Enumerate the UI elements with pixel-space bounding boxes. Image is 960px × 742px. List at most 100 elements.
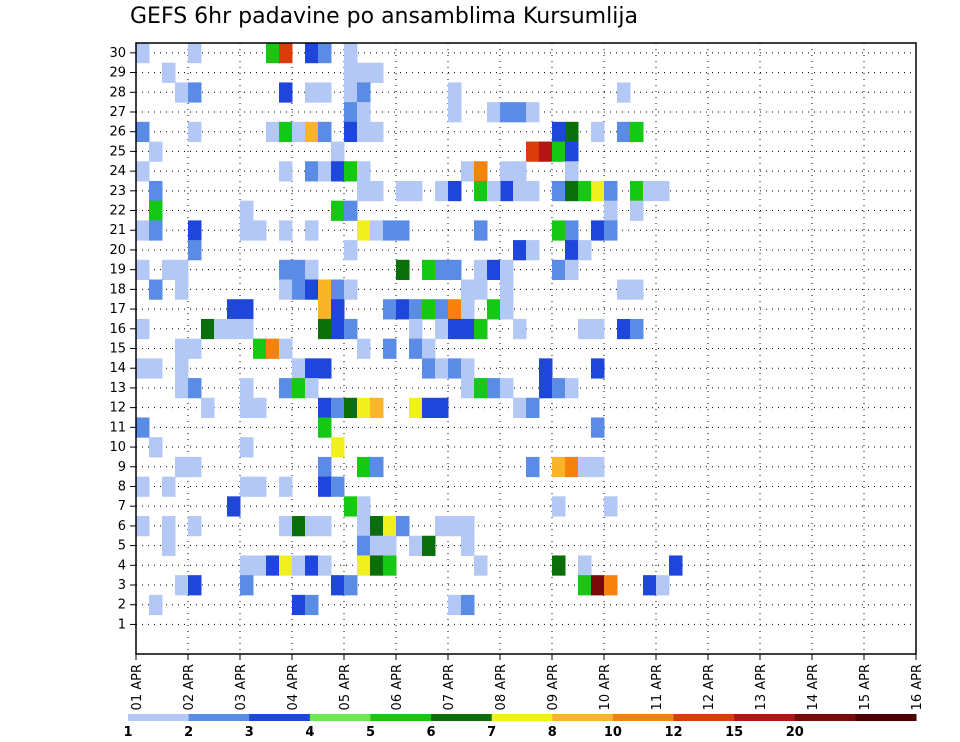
heatmap-cell bbox=[175, 456, 189, 478]
heatmap-cell bbox=[591, 121, 605, 143]
heatmap-cell bbox=[578, 575, 592, 596]
heatmap-cell bbox=[136, 161, 150, 182]
y-tick-label: 15 bbox=[109, 342, 126, 357]
heatmap-cell bbox=[279, 279, 293, 300]
heatmap-cell bbox=[344, 43, 358, 64]
heatmap-cell bbox=[162, 476, 176, 497]
heatmap-cell bbox=[227, 299, 241, 320]
y-tick-label: 26 bbox=[109, 125, 126, 140]
heatmap-cell bbox=[344, 496, 358, 517]
heatmap-cell bbox=[578, 318, 592, 340]
heatmap-cell bbox=[474, 259, 488, 281]
heatmap-cell bbox=[175, 575, 189, 596]
colorbar-segment bbox=[855, 714, 917, 721]
heatmap-cell bbox=[279, 555, 293, 576]
heatmap-cell bbox=[279, 121, 293, 143]
heatmap-cell bbox=[279, 516, 293, 537]
heatmap-cell bbox=[240, 575, 254, 596]
heatmap-cell bbox=[396, 259, 410, 281]
heatmap-cell bbox=[487, 102, 501, 123]
heatmap-cell bbox=[448, 102, 462, 123]
y-tick-label: 16 bbox=[109, 322, 126, 337]
heatmap-cell bbox=[344, 200, 358, 221]
heatmap-cell bbox=[240, 220, 254, 241]
colorbar-segment bbox=[552, 714, 614, 721]
heatmap-cell bbox=[513, 397, 527, 418]
heatmap-cell bbox=[136, 318, 150, 340]
heatmap-cell bbox=[344, 102, 358, 123]
colorbar-label: 8 bbox=[548, 725, 557, 740]
y-tick-label: 29 bbox=[109, 66, 126, 81]
heatmap-cell bbox=[435, 180, 449, 202]
heatmap-cell bbox=[513, 240, 527, 261]
heatmap-cell bbox=[565, 180, 579, 202]
heatmap-cell bbox=[266, 338, 280, 359]
heatmap-cell bbox=[552, 456, 566, 478]
heatmap-cell bbox=[565, 121, 579, 143]
heatmap-cell bbox=[331, 279, 345, 300]
heatmap-cell bbox=[253, 338, 267, 359]
heatmap-cell bbox=[318, 417, 332, 438]
heatmap-cell bbox=[474, 161, 488, 182]
heatmap-cell bbox=[487, 378, 501, 399]
heatmap-cell bbox=[435, 516, 449, 537]
heatmap-cell bbox=[422, 397, 436, 418]
heatmap-cell bbox=[149, 200, 163, 221]
y-tick-label: 9 bbox=[118, 460, 126, 475]
heatmap-cell bbox=[318, 516, 332, 537]
heatmap-cell bbox=[552, 121, 566, 143]
heatmap-cell bbox=[292, 358, 306, 379]
heatmap-cell bbox=[188, 121, 202, 143]
heatmap-cell bbox=[331, 476, 345, 497]
heatmap-cell bbox=[201, 318, 215, 340]
heatmap-cell bbox=[500, 259, 514, 281]
heatmap-cell bbox=[656, 180, 670, 202]
heatmap-cell bbox=[383, 338, 397, 359]
heatmap-cell bbox=[500, 279, 514, 300]
y-tick-label: 27 bbox=[109, 105, 126, 120]
y-tick-label: 24 bbox=[109, 164, 126, 179]
y-tick-labels: 1234567891011121314151617181920212223242… bbox=[109, 46, 126, 633]
heatmap-cell bbox=[552, 220, 566, 241]
heatmap-cell bbox=[149, 594, 163, 616]
heatmap-cell bbox=[240, 378, 254, 399]
heatmap-cell bbox=[227, 496, 241, 517]
heatmap-cell bbox=[591, 575, 605, 596]
colorbar-label: 4 bbox=[305, 725, 314, 740]
heatmap-cell bbox=[162, 62, 176, 83]
colorbar-label: 5 bbox=[366, 725, 375, 740]
heatmap-cell bbox=[578, 180, 592, 202]
heatmap-cell bbox=[383, 220, 397, 241]
heatmap-cell bbox=[188, 456, 202, 478]
heatmap-cell bbox=[331, 141, 345, 162]
heatmap-cell bbox=[513, 161, 527, 182]
heatmap-cell bbox=[630, 318, 644, 340]
heatmap-cell bbox=[409, 535, 423, 556]
heatmap-cell bbox=[539, 378, 553, 399]
heatmap-cell bbox=[461, 318, 475, 340]
heatmap-cell bbox=[175, 338, 189, 359]
heatmap-cell bbox=[331, 318, 345, 340]
heatmap-cell bbox=[214, 318, 228, 340]
colorbar-label: 1 bbox=[123, 725, 132, 740]
heatmap-cell bbox=[396, 180, 410, 202]
heatmap-cell bbox=[383, 516, 397, 537]
heatmap-cell bbox=[292, 378, 306, 399]
heatmap-cell bbox=[630, 200, 644, 221]
heatmap-cell bbox=[292, 259, 306, 281]
heatmap-cell bbox=[526, 141, 540, 162]
heatmap-cell bbox=[552, 496, 566, 517]
colorbar-label: 6 bbox=[427, 725, 436, 740]
heatmap-cell bbox=[279, 43, 293, 64]
heatmap-cell bbox=[305, 378, 319, 399]
heatmap-cell bbox=[344, 318, 358, 340]
heatmap-cell bbox=[188, 516, 202, 537]
heatmap-cell bbox=[461, 594, 475, 616]
y-tick-label: 19 bbox=[109, 263, 126, 278]
heatmap-cell bbox=[513, 102, 527, 123]
heatmap-cell bbox=[370, 220, 384, 241]
heatmap-cell bbox=[136, 358, 150, 379]
colorbar-segment bbox=[188, 714, 250, 721]
heatmap-cell bbox=[253, 397, 267, 418]
colorbar-label: 10 bbox=[604, 725, 622, 740]
